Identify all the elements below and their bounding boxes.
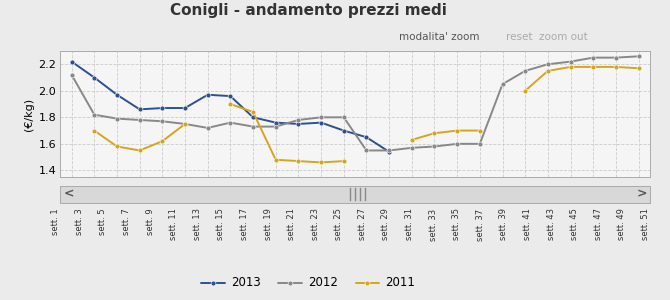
Text: sett. 29: sett. 29 (381, 208, 391, 240)
Text: sett. 23: sett. 23 (311, 208, 320, 241)
Text: sett. 25: sett. 25 (334, 208, 343, 240)
2012 (362, 149, 371, 152)
Text: zoom out: zoom out (539, 32, 588, 41)
2012 (158, 119, 166, 123)
Text: <: < (63, 188, 74, 201)
2013 (317, 121, 325, 124)
Text: sett. 33: sett. 33 (429, 208, 438, 241)
2012 (294, 118, 302, 122)
Text: modalita' zoom: modalita' zoom (399, 32, 479, 41)
Text: sett. 21: sett. 21 (287, 208, 296, 240)
Line: 2013: 2013 (69, 59, 391, 154)
Text: sett. 27: sett. 27 (358, 208, 367, 241)
Text: sett. 47: sett. 47 (594, 208, 603, 241)
Text: sett. 19: sett. 19 (263, 208, 273, 240)
Text: sett. 39: sett. 39 (499, 208, 509, 241)
Text: sett. 9: sett. 9 (145, 208, 155, 235)
2013 (226, 94, 234, 98)
2011 (135, 149, 143, 152)
2012 (90, 113, 98, 116)
2012 (204, 126, 212, 130)
2013 (272, 121, 280, 124)
Text: sett. 41: sett. 41 (523, 208, 532, 240)
2013 (135, 108, 143, 111)
Line: 2012: 2012 (69, 54, 641, 153)
Text: sett. 51: sett. 51 (641, 208, 650, 240)
2012 (589, 56, 597, 59)
2011 (113, 145, 121, 148)
2013 (294, 122, 302, 126)
2012 (521, 69, 529, 73)
2013 (158, 106, 166, 110)
Text: sett. 49: sett. 49 (617, 208, 626, 240)
2013 (181, 106, 189, 110)
2012 (453, 142, 461, 146)
2013 (90, 76, 98, 79)
2013 (113, 93, 121, 97)
2012 (430, 145, 438, 148)
Text: sett. 45: sett. 45 (570, 208, 579, 240)
2013 (68, 60, 76, 63)
Text: sett. 17: sett. 17 (240, 208, 249, 241)
Y-axis label: (€/kg): (€/kg) (24, 98, 34, 130)
2012 (476, 142, 484, 146)
2012 (612, 56, 620, 59)
Text: sett. 11: sett. 11 (170, 208, 178, 240)
2012 (68, 73, 76, 77)
2013 (362, 135, 371, 139)
2012 (385, 149, 393, 152)
2013 (204, 93, 212, 97)
Text: sett. 43: sett. 43 (547, 208, 555, 241)
2012 (634, 55, 643, 58)
Text: sett. 7: sett. 7 (122, 208, 131, 235)
Text: sett. 37: sett. 37 (476, 208, 485, 241)
2012 (181, 122, 189, 126)
2012 (544, 62, 552, 66)
Text: sett. 3: sett. 3 (75, 208, 84, 235)
2013 (385, 150, 393, 154)
Text: sett. 15: sett. 15 (216, 208, 225, 240)
Text: sett. 31: sett. 31 (405, 208, 414, 241)
Line: 2011: 2011 (92, 122, 188, 153)
Text: >: > (636, 188, 647, 201)
Text: sett. 13: sett. 13 (193, 208, 202, 241)
2012 (340, 116, 348, 119)
2011 (158, 140, 166, 143)
2012 (567, 60, 575, 63)
2012 (226, 121, 234, 124)
2013 (249, 116, 257, 119)
2012 (249, 125, 257, 128)
2012 (135, 118, 143, 122)
2012 (272, 125, 280, 128)
Text: sett. 5: sett. 5 (98, 208, 107, 235)
2012 (498, 82, 507, 86)
2011 (90, 129, 98, 132)
Text: sett. 35: sett. 35 (452, 208, 461, 241)
2012 (408, 146, 416, 150)
2013 (340, 129, 348, 132)
2011 (181, 122, 189, 126)
Text: sett. 1: sett. 1 (52, 208, 60, 235)
Text: reset: reset (506, 32, 533, 41)
Legend: 2013, 2012, 2011: 2013, 2012, 2011 (197, 272, 419, 294)
Text: Conigli - andamento prezzi medi: Conigli - andamento prezzi medi (170, 3, 447, 18)
2012 (113, 117, 121, 120)
2012 (317, 116, 325, 119)
